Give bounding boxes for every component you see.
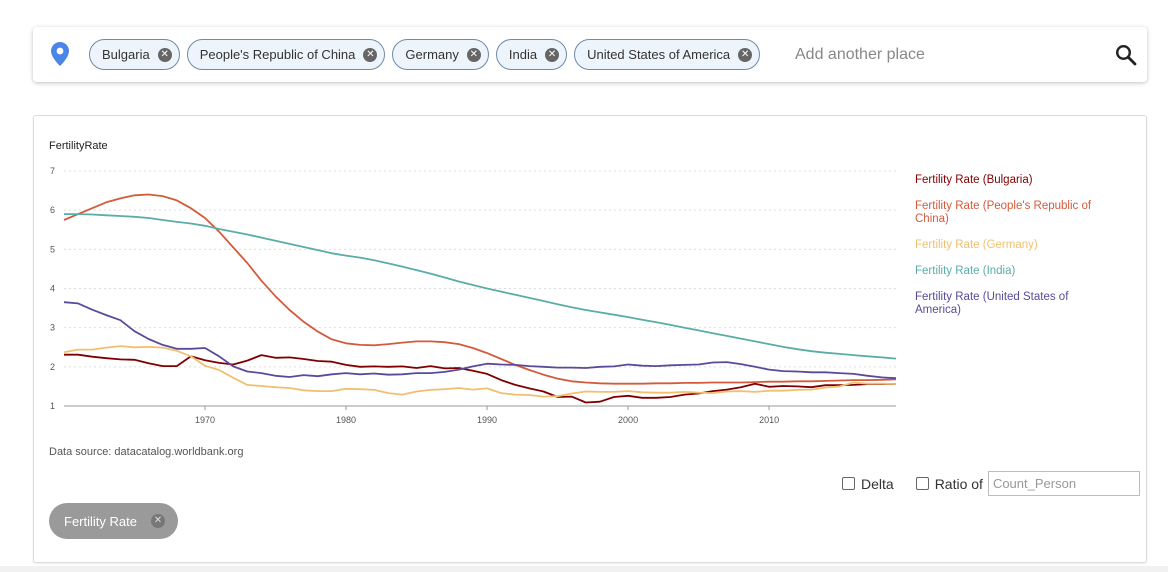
series-line [64,213,897,360]
legend-item: Fertility Rate (Germany) [915,239,1038,251]
line-chart: 1 2 3 4 5 6 7 1970 1980 1990 2000 2010 [50,166,897,425]
add-place-input[interactable] [793,43,1113,67]
x-tick-label: 2010 [759,415,779,425]
chart-card: FertilityRate 1 2 3 4 5 6 7 1970 1980 1990 2000 201… [33,115,1147,563]
close-icon[interactable]: ✕ [466,47,481,62]
place-search-bar: Bulgaria ✕ People's Republic of China ✕ Germ… [33,27,1147,82]
place-chip[interactable]: People's Republic of China ✕ [186,39,386,70]
x-tick-label: 1990 [477,415,497,425]
close-icon[interactable]: ✕ [545,47,560,62]
close-icon[interactable]: ✕ [738,47,753,62]
y-tick-label: 5 [50,244,55,254]
delta-checkbox[interactable] [842,477,855,490]
place-chip[interactable]: India ✕ [495,39,568,70]
place-chip[interactable]: Germany ✕ [392,39,489,70]
search-icon[interactable] [1115,44,1137,66]
stat-var-chip-label: Fertility Rate [64,513,137,529]
place-chip-label: United States of America [587,47,731,62]
x-tick-label: 2000 [618,415,638,425]
chart-title: FertilityRate [49,140,108,152]
y-tick-label: 2 [50,362,55,372]
place-chip-label: Germany [405,47,459,62]
y-tick-label: 6 [50,205,55,215]
chart-legend: Fertility Rate (Bulgaria) Fertility Rate … [915,174,1115,330]
y-tick-label: 7 [50,166,55,176]
place-chip-label: India [508,47,538,62]
legend-item: Fertility Rate (United States of America… [915,291,1069,316]
ratio-checkbox[interactable] [915,477,929,490]
y-tick-label: 3 [50,323,55,333]
legend-item: Fertility Rate (People's Republic of Chi… [915,200,1092,225]
x-tick-label: 1980 [336,415,356,425]
data-source: Data source: datacatalog.worldbank.org [49,446,244,458]
y-tick-label: 4 [50,284,55,294]
close-icon[interactable]: ✕ [150,514,165,528]
y-tick-label: 1 [50,401,55,411]
close-icon[interactable]: ✕ [363,47,378,62]
series-line [63,345,897,398]
series-line [63,193,897,385]
place-chip-label: People's Republic of China [199,47,356,62]
map-pin-icon [51,42,69,66]
delta-label: Delta [861,475,894,492]
ratio-denominator-input[interactable] [987,471,1140,496]
place-chip[interactable]: Bulgaria ✕ [89,39,180,70]
series-line [64,353,896,404]
chart-controls: Delta Ratio of [842,471,1140,496]
place-chip-label: Bulgaria [102,47,150,62]
close-icon[interactable]: ✕ [157,47,172,62]
legend-item: Fertility Rate (India) [915,265,1016,277]
place-chip[interactable]: United States of America ✕ [574,39,761,70]
stat-var-chip[interactable]: Fertility Rate ✕ [49,503,178,539]
x-tick-label: 1970 [195,415,215,425]
place-chip-list: Bulgaria ✕ People's Republic of China ✕ Germ… [89,39,761,70]
ratio-label: Ratio of [934,475,983,492]
page-footer-strip [0,566,1168,572]
legend-item: Fertility Rate (Bulgaria) [915,174,1033,186]
series-line [63,301,897,380]
